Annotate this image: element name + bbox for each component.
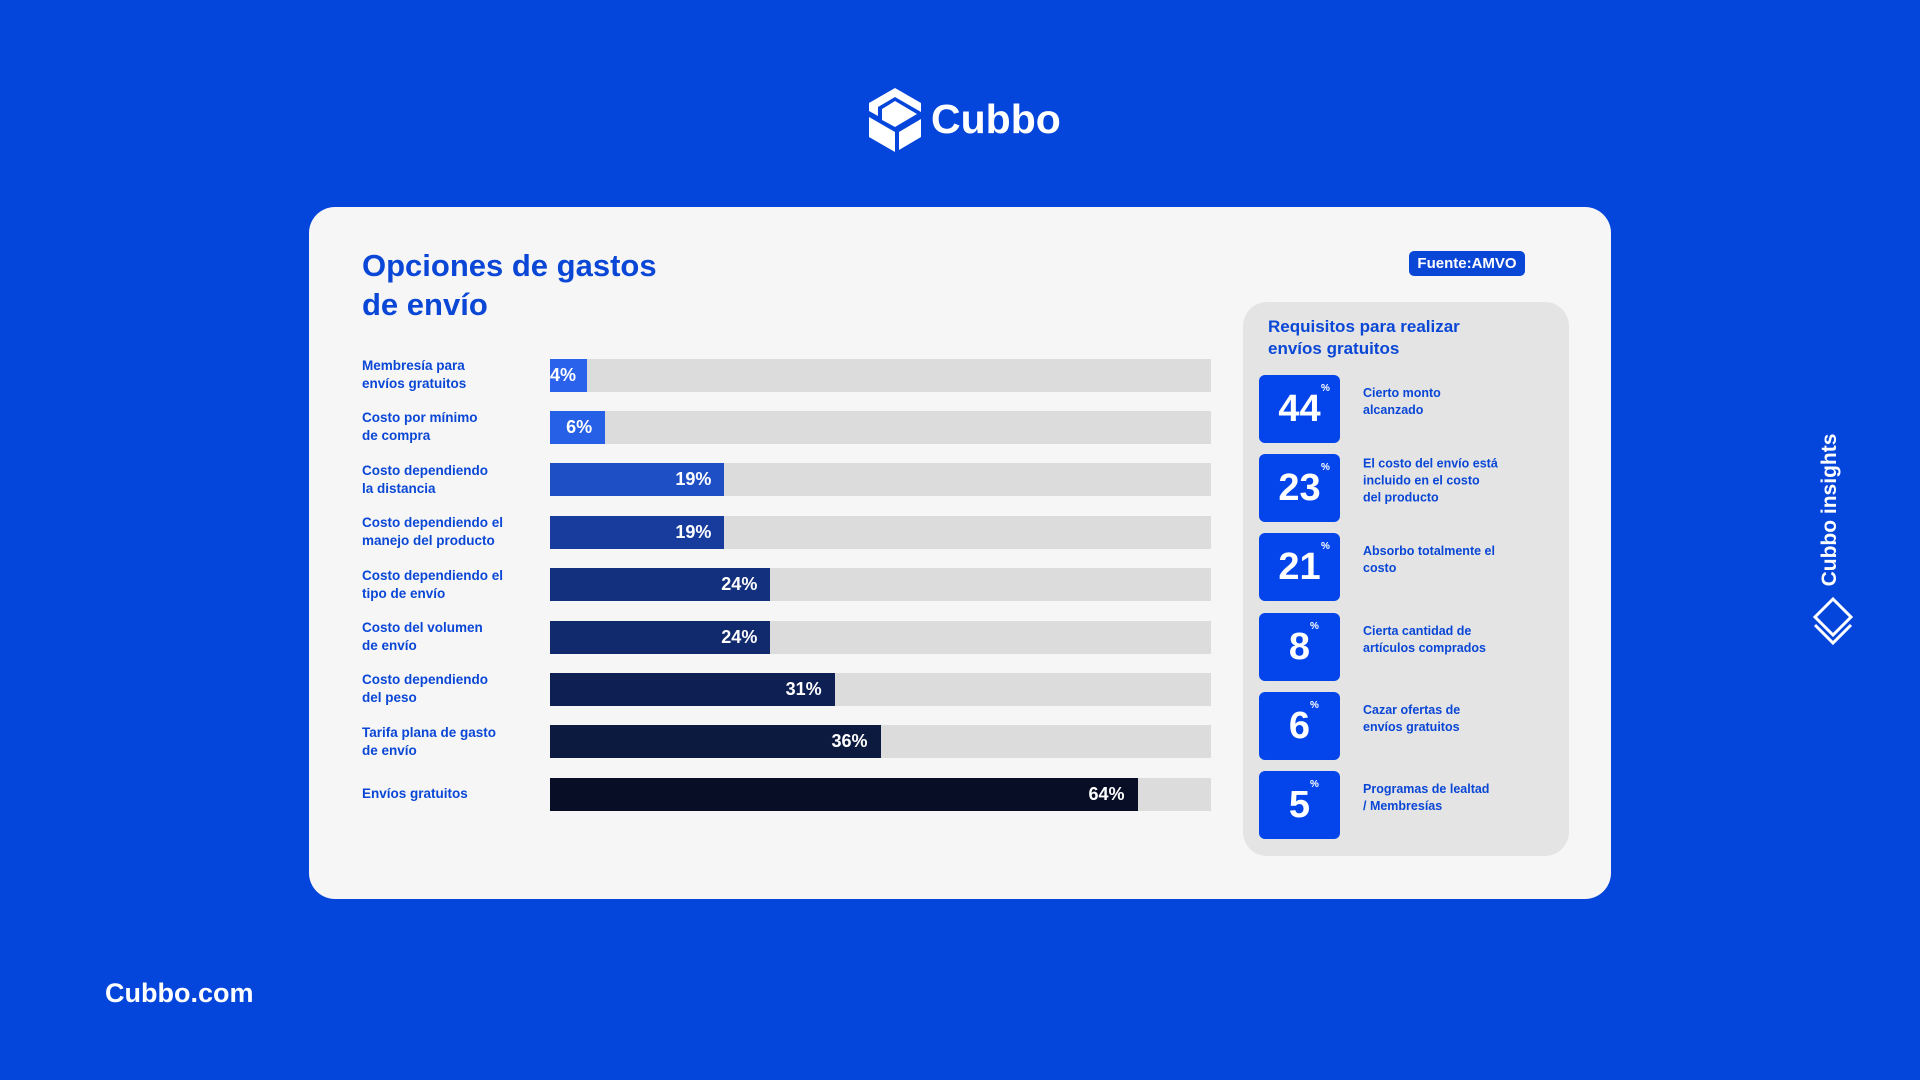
stat-box: 5% bbox=[1259, 771, 1340, 839]
category-label: Costo del volumen de envío bbox=[362, 620, 483, 653]
stat-box: 21% bbox=[1259, 533, 1340, 602]
stat-box: 23% bbox=[1259, 454, 1340, 523]
stat-value: 44 bbox=[1278, 388, 1321, 430]
category-label: Costo dependiendo del peso bbox=[362, 672, 488, 706]
bar bbox=[550, 358, 587, 392]
bar bbox=[550, 410, 606, 444]
side-icon bbox=[1812, 596, 1854, 646]
bar bbox=[550, 725, 881, 759]
stat-unit: % bbox=[1321, 462, 1330, 474]
stat-unit: % bbox=[1321, 541, 1330, 553]
category-label: Envíos gratuitos bbox=[362, 786, 468, 802]
category-label: Costo dependiendo la distancia bbox=[362, 462, 488, 496]
stat-value: 21 bbox=[1278, 546, 1321, 589]
stat-unit: % bbox=[1310, 699, 1319, 711]
stat-box: 6% bbox=[1259, 691, 1340, 760]
stat-value: 23 bbox=[1278, 467, 1321, 510]
value-label: 64% bbox=[1088, 783, 1125, 804]
stat-label: Absorbo totalmente el costo bbox=[1363, 544, 1495, 576]
category-label: Costo por mínimo de compra bbox=[362, 410, 478, 444]
bar-track bbox=[550, 410, 1211, 444]
logo-icon bbox=[869, 88, 921, 152]
source-badge: Fuente:AMVO bbox=[1409, 251, 1525, 276]
footer: Cubbo.com bbox=[105, 978, 254, 1008]
stat-box: 44% bbox=[1259, 375, 1340, 443]
stat-label: El costo del envío está incluido en el c… bbox=[1363, 456, 1498, 505]
brand: Cubbo bbox=[931, 96, 1061, 142]
bar bbox=[550, 568, 771, 602]
bar bbox=[550, 463, 725, 497]
value-label: 31% bbox=[785, 678, 822, 699]
bar bbox=[550, 515, 725, 549]
stat-label: Cierta cantidad de artículos comprados bbox=[1363, 623, 1486, 655]
value-label: 6% bbox=[566, 416, 593, 437]
stat-value: 6 bbox=[1288, 704, 1311, 747]
category-label: Costo dependiendo el manejo del producto bbox=[362, 515, 504, 549]
panel-title: Requisitos para realizar envíos gratuito… bbox=[1268, 317, 1460, 358]
value-label: 19% bbox=[675, 469, 712, 490]
category-label: Tarifa plana de gasto de envío bbox=[362, 724, 497, 758]
stat-label: Cazar ofertas de envíos gratuitos bbox=[1363, 702, 1461, 734]
side-label: Cubbo insights bbox=[1818, 433, 1841, 587]
category-label: Costo dependiendo el tipo de envío bbox=[362, 567, 504, 601]
stat-label: Programas de lealtad / Membresías bbox=[1363, 782, 1490, 813]
chart-title: Opciones de gastos de envío bbox=[362, 248, 657, 322]
stat-unit: % bbox=[1310, 779, 1319, 790]
bar bbox=[550, 777, 1138, 811]
category-label: Membresía para envíos gratuitos bbox=[362, 358, 467, 391]
value-label: 24% bbox=[721, 574, 758, 595]
value-label: 4% bbox=[550, 364, 577, 385]
value-label: 24% bbox=[721, 626, 758, 647]
stat-value: 5 bbox=[1288, 784, 1311, 826]
bar bbox=[550, 620, 771, 654]
stat-label: Cierto monto alcanzado bbox=[1363, 386, 1441, 417]
stat-unit: % bbox=[1321, 383, 1330, 394]
stat-unit: % bbox=[1310, 620, 1319, 632]
stat-value: 8 bbox=[1288, 625, 1311, 668]
bar bbox=[550, 672, 835, 706]
value-label: 19% bbox=[675, 521, 712, 542]
bar-track bbox=[550, 358, 1211, 392]
value-label: 36% bbox=[831, 731, 868, 752]
stat-box: 8% bbox=[1259, 612, 1340, 681]
